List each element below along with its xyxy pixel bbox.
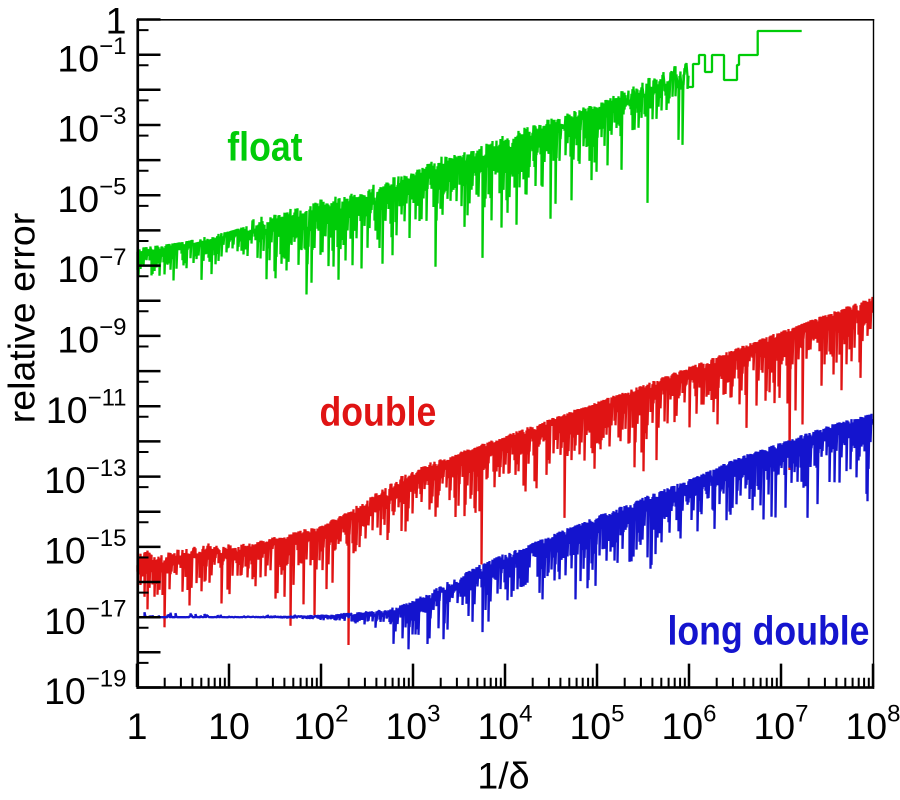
svg-text:10: 10 bbox=[208, 705, 250, 747]
svg-text:10−19: 10−19 bbox=[44, 666, 126, 712]
svg-text:103: 103 bbox=[385, 701, 440, 747]
svg-text:relative error: relative error bbox=[1, 213, 43, 423]
svg-text:10−13: 10−13 bbox=[44, 455, 126, 501]
svg-text:105: 105 bbox=[569, 701, 624, 747]
svg-text:1: 1 bbox=[127, 705, 148, 747]
svg-text:10−1: 10−1 bbox=[57, 33, 126, 79]
svg-text:10−11: 10−11 bbox=[46, 384, 127, 430]
svg-text:double: double bbox=[320, 389, 437, 435]
svg-text:10−3: 10−3 bbox=[57, 103, 126, 149]
svg-text:106: 106 bbox=[661, 701, 716, 747]
svg-text:1: 1 bbox=[106, 0, 127, 42]
svg-text:10−17: 10−17 bbox=[44, 595, 126, 641]
svg-text:long double: long double bbox=[668, 608, 870, 654]
svg-text:104: 104 bbox=[477, 701, 532, 747]
svg-text:10−15: 10−15 bbox=[44, 525, 126, 571]
svg-text:10−5: 10−5 bbox=[57, 174, 126, 220]
svg-text:108: 108 bbox=[845, 701, 900, 747]
svg-text:1/δ: 1/δ bbox=[477, 754, 529, 796]
svg-text:102: 102 bbox=[293, 701, 348, 747]
svg-text:10−9: 10−9 bbox=[57, 314, 126, 360]
svg-text:float: float bbox=[227, 124, 302, 170]
svg-text:107: 107 bbox=[753, 701, 808, 747]
svg-text:10−7: 10−7 bbox=[57, 244, 126, 290]
